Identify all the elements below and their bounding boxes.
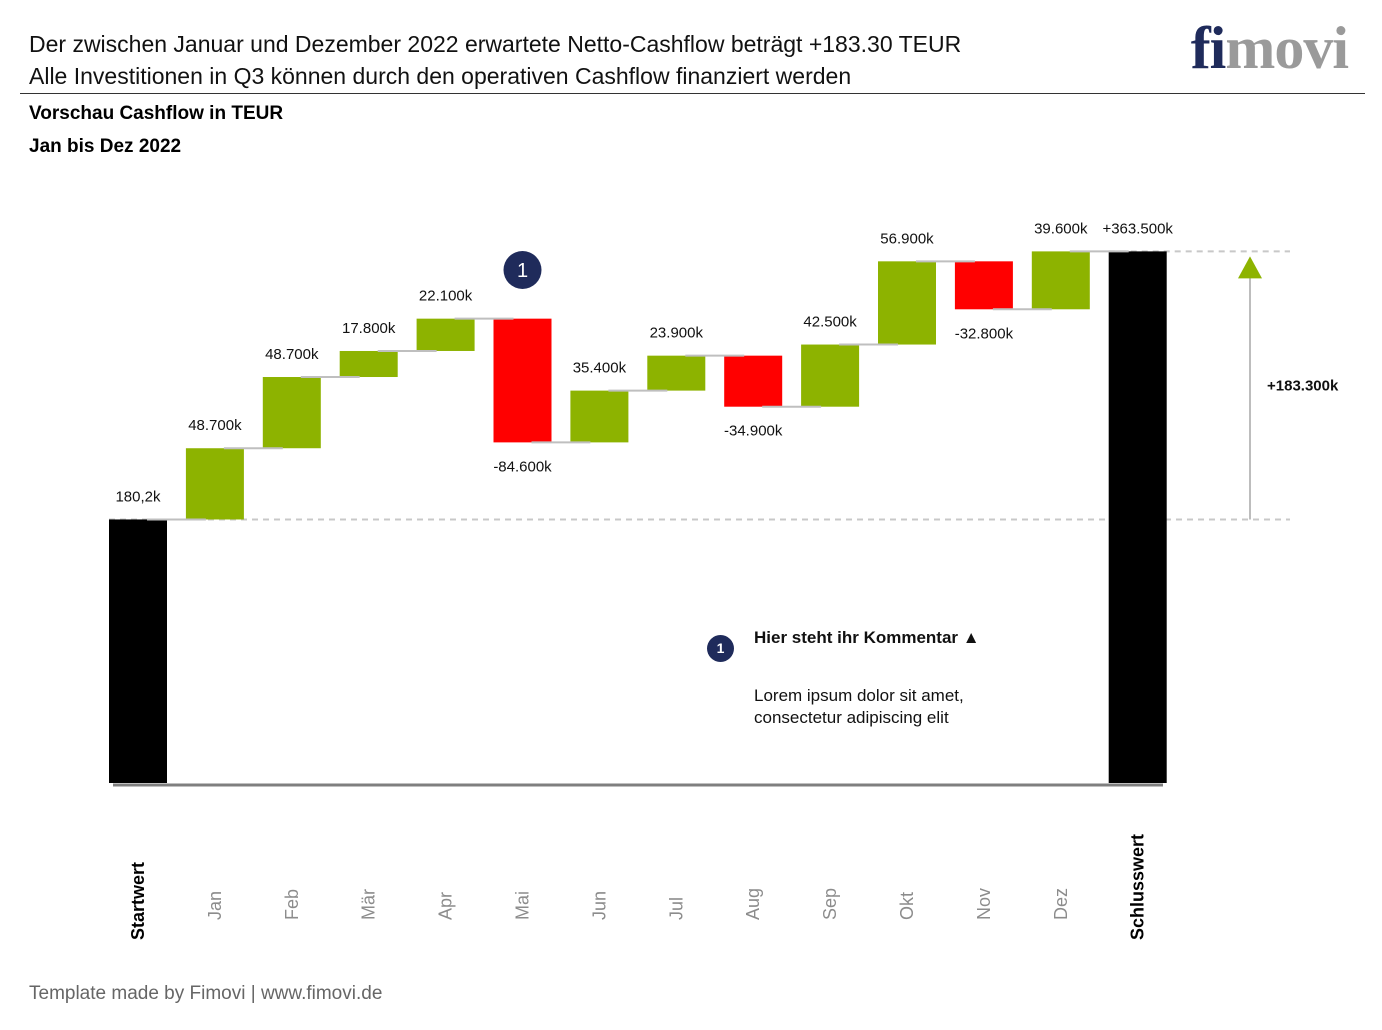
category-label-maer: Mär [359,889,379,920]
category-label-jan: Jan [205,891,225,920]
data-label-sep: 42.500k [803,314,857,331]
category-label-aug: Aug [743,888,763,920]
category-label-mai: Mai [513,891,533,920]
data-label-startwert: 180,2k [115,488,161,505]
bar-jul [647,355,706,391]
category-label-feb: Feb [282,889,302,920]
bar-dez [1031,251,1090,310]
category-label-apr: Apr [436,892,456,920]
marker-badge [503,251,542,289]
data-label-aug: -34.900k [724,423,783,440]
category-label-sep: Sep [820,888,840,920]
header-divider [20,93,1365,94]
chart-title: Vorschau Cashflow in TEUR [29,103,284,124]
headline-2: Alle Investitionen in Q3 können durch de… [29,63,852,89]
comment-body: Lorem ipsum dolor sit amet, consectetur … [754,685,964,729]
bar-jan [185,448,244,520]
bar-sep [801,344,860,407]
bar-aug [724,355,783,407]
data-label-apr: 22.100k [419,288,473,305]
data-label-okt: 56.900k [880,230,934,247]
bar-jun [570,390,629,443]
headline-1: Der zwischen Januar und Dezember 2022 er… [29,31,962,57]
data-label-jan: 48.700k [188,417,242,434]
category-label-schlusswert: Schlusswert [1128,834,1148,940]
category-label-okt: Okt [897,892,917,920]
data-label-jun: 35.400k [573,360,627,377]
bar-nov [954,261,1013,310]
data-label-jul: 23.900k [650,325,704,342]
bar-mai [493,318,552,443]
comment-line-2: consectetur adipiscing elit [754,708,949,727]
category-label-jul: Jul [666,897,686,920]
comment-marker-badge: 1 [707,635,734,662]
comment-title: Hier steht ihr Kommentar ▲ [754,628,980,647]
data-label-mai: -84.600k [493,458,552,475]
waterfall-chart: 180,2k 48.700k 48.700k 17.800k 22.100k -84.60… [109,220,1339,940]
bar-okt [878,261,936,345]
footer-credit[interactable]: Template made by Fimovi | www.fimovi.de [29,983,383,1004]
fimovi-logo[interactable]: fimovi [1190,15,1349,81]
comment-line-1: Lorem ipsum dolor sit amet, [754,686,964,705]
data-label-dez: 39.600k [1034,220,1088,237]
bar-startwert [109,519,167,783]
data-label-schlusswert: +363.500k [1102,220,1173,237]
difference-arrow-head [1238,256,1262,279]
chart-subtitle: Jan bis Dez 2022 [29,136,182,157]
marker-badge-text: 1 [517,260,528,282]
bar-schlusswert [1108,251,1167,784]
bar-maer [339,350,398,378]
data-label-maer: 17.800k [342,320,396,337]
data-label-feb: 48.700k [265,346,319,363]
difference-label: +183.300k [1267,377,1339,394]
bar-apr [416,318,475,351]
bar-feb [262,377,321,449]
category-label-dez: Dez [1051,888,1071,920]
category-label-nov: Nov [974,888,994,920]
data-label-nov: -32.800k [955,325,1014,342]
category-label-startwert: Startwert [128,862,148,940]
category-label-jun: Jun [589,891,609,920]
